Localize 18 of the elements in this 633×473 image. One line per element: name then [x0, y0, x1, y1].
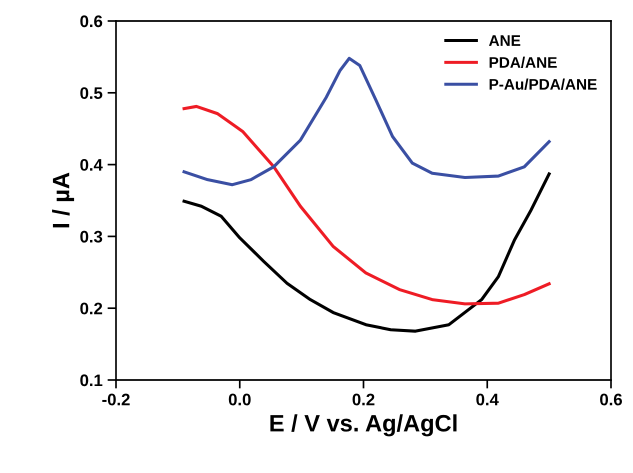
y-axis-title: I / µA — [52, 172, 74, 228]
y-tick-label: 0.6 — [80, 15, 102, 28]
x-axis-title: E / V vs. Ag/AgCl — [270, 414, 457, 436]
x-tick-label: 0.0 — [228, 394, 251, 406]
y-tick-label: 0.1 — [80, 374, 102, 386]
y-tick-label: 0.3 — [80, 230, 102, 243]
x-tick-label: 0.4 — [476, 394, 499, 406]
legend-label: ANE — [488, 35, 520, 46]
x-tick-label: 0.6 — [600, 394, 622, 406]
x-tick-label: -0.2 — [102, 394, 130, 406]
x-tick-label: 0.2 — [352, 394, 374, 406]
legend-label: PDA/ANE — [490, 56, 557, 68]
y-tick-label: 0.4 — [80, 159, 103, 171]
legend-label: P-Au/PDA/ANE — [490, 78, 597, 90]
line-series — [182, 172, 551, 333]
line-series — [182, 104, 551, 306]
y-tick-label: 0.2 — [80, 302, 102, 314]
y-tick-label: 0.5 — [80, 87, 102, 100]
